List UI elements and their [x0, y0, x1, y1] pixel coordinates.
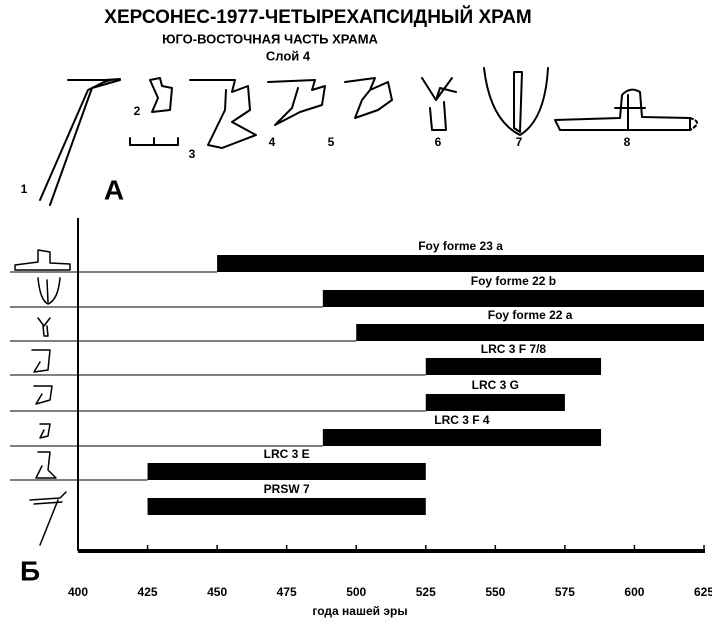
bar-label: LRC 3 E [264, 447, 310, 461]
figure-number: 6 [435, 135, 442, 149]
range-bar [148, 498, 426, 515]
figure-number: 3 [189, 147, 196, 161]
panel-label: Б [20, 555, 40, 586]
x-tick-label: 525 [416, 585, 436, 599]
bar-label: Foy forme 22 a [488, 308, 573, 322]
bar-label: LRC 3 F 4 [434, 413, 490, 427]
range-bar [323, 290, 704, 307]
x-axis-title: года нашей эры [312, 604, 407, 618]
sherd-drawings [40, 68, 697, 205]
panel-label: А [104, 174, 124, 205]
x-tick-label: 575 [555, 585, 575, 599]
bar-label: Foy forme 22 b [471, 274, 556, 288]
figure-number: 2 [134, 104, 141, 118]
figure-number: 8 [624, 135, 631, 149]
x-tick-label: 550 [485, 585, 505, 599]
bar-label: LRC 3 G [472, 378, 519, 392]
figure-number: 1 [21, 182, 28, 196]
range-bar [356, 324, 704, 341]
row-icons [15, 250, 70, 545]
x-tick-label: 400 [68, 585, 88, 599]
title: ХЕРСОНЕС-1977-ЧЕТЫРЕХАПСИДНЫЙ ХРАМ [104, 6, 531, 28]
figure-number: 4 [269, 135, 276, 149]
range-bar [426, 394, 565, 411]
layer-label: Слой 4 [266, 48, 311, 63]
figure: ХЕРСОНЕС-1977-ЧЕТЫРЕХАПСИДНЫЙ ХРАМ ЮГО-В… [0, 0, 712, 625]
figure-number: 7 [516, 135, 523, 149]
bar-label: Foy forme 23 a [418, 239, 503, 253]
figure-number: 5 [328, 135, 335, 149]
range-bar [323, 429, 601, 446]
x-tick-label: 500 [346, 585, 366, 599]
bar-label: LRC 3 F 7/8 [481, 342, 547, 356]
x-tick-label: 450 [207, 585, 227, 599]
subtitle: ЮГО-ВОСТОЧНАЯ ЧАСТЬ ХРАМА [162, 31, 378, 46]
x-tick-label: 425 [138, 585, 158, 599]
range-bar [217, 255, 704, 272]
x-tick-label: 600 [624, 585, 644, 599]
bar-label: PRSW 7 [264, 482, 310, 496]
x-tick-label: 475 [277, 585, 297, 599]
range-bar [148, 463, 426, 480]
x-tick-label: 625 [694, 585, 712, 599]
range-bar [426, 358, 601, 375]
